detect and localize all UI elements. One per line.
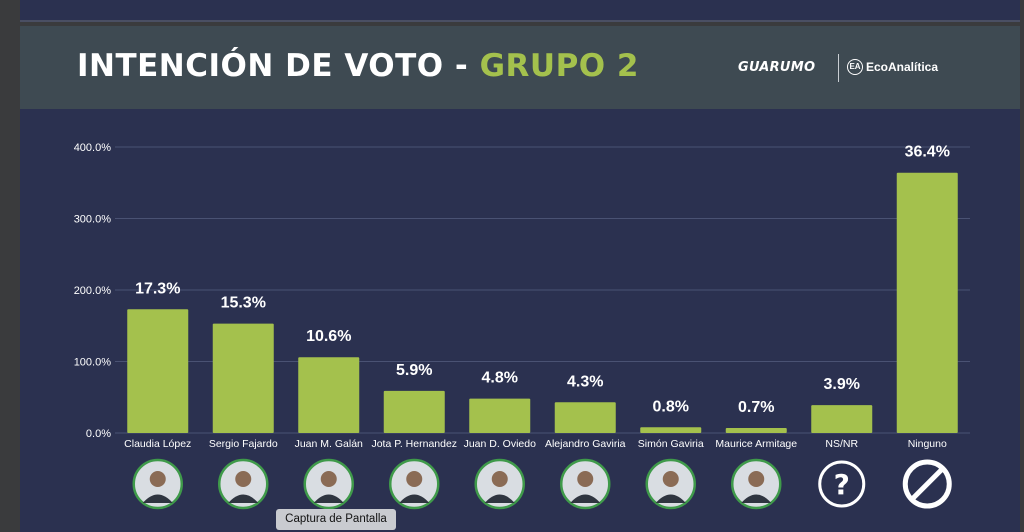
title-accent: GRUPO 2	[479, 48, 640, 84]
ecoanalitica-logo: EA EcoAnalítica	[847, 59, 938, 75]
candidate-photo-icon	[132, 458, 183, 510]
candidate-photo-icon	[218, 458, 269, 510]
candidate-photo-icon	[303, 458, 354, 510]
data-label: 0.8%	[653, 398, 689, 415]
window-edge	[1020, 0, 1024, 532]
avatar-head	[149, 471, 166, 487]
data-label: 5.9%	[396, 362, 432, 379]
avatar-head	[406, 471, 423, 487]
avatar-body	[228, 494, 259, 503]
avatar-body	[484, 494, 515, 503]
data-label: 4.3%	[567, 373, 603, 390]
no-symbol-ring	[902, 459, 952, 509]
avatar-body	[741, 494, 772, 503]
avatar-head	[662, 471, 679, 487]
data-label: 15.3%	[221, 295, 266, 312]
candidate-photo-icon	[645, 458, 696, 510]
chart-title: INTENCIÓN DE VOTO - GRUPO 2	[77, 48, 639, 84]
avatar-body	[313, 494, 344, 503]
question-glyph: ?	[834, 468, 850, 501]
bar	[469, 398, 531, 433]
avatar-body	[399, 494, 430, 503]
y-tick-label: 400.0%	[74, 142, 112, 154]
ecoanalitica-mark-icon: EA	[847, 59, 863, 75]
category-label: Juan D. Oviedo	[464, 438, 537, 450]
candidate-photo-icon	[560, 458, 611, 510]
avatar-head	[577, 471, 594, 487]
y-tick-label: 300.0%	[74, 214, 112, 226]
chart-card: INTENCIÓN DE VOTO - GRUPO 2 GUARUMO EA E…	[20, 26, 1020, 532]
candidate-photo-icon	[389, 458, 440, 510]
chart-header: INTENCIÓN DE VOTO - GRUPO 2 GUARUMO EA E…	[20, 26, 1020, 109]
avatar-body	[142, 494, 173, 503]
data-label: 10.6%	[306, 328, 351, 345]
bar	[383, 390, 445, 433]
data-label: 3.9%	[824, 376, 860, 393]
avatar-body	[655, 494, 686, 503]
logo-divider	[838, 54, 839, 82]
avatar-head	[491, 471, 508, 487]
bar	[298, 357, 360, 433]
data-label: 36.4%	[905, 144, 950, 161]
no-symbol-icon	[902, 459, 952, 509]
avatar-head	[235, 471, 252, 487]
y-tick-label: 100.0%	[74, 357, 112, 369]
avatar-head	[748, 471, 765, 487]
question-mark-icon: ?	[818, 460, 866, 508]
title-main: INTENCIÓN DE VOTO -	[77, 48, 480, 84]
data-label: 4.8%	[482, 370, 518, 387]
bar	[811, 405, 873, 433]
category-label: Sergio Fajardo	[209, 438, 278, 450]
bar	[896, 172, 958, 434]
screenshot-tooltip: Captura de Pantalla	[276, 509, 396, 530]
guarumo-logo: GUARUMO	[738, 60, 816, 75]
data-label: 0.7%	[738, 399, 774, 416]
category-label: Simón Gaviria	[638, 438, 704, 450]
candidate-photo-icon	[731, 458, 782, 510]
category-label: Claudia López	[124, 438, 191, 450]
candidate-photo-icon	[474, 458, 525, 510]
no-symbol-slash	[911, 468, 944, 500]
ecoanalitica-label: EcoAnalítica	[866, 60, 939, 74]
category-label: Jota P. Hernandez	[371, 438, 457, 450]
data-label: 17.3%	[135, 280, 180, 297]
y-tick-label: 200.0%	[74, 285, 112, 297]
bar	[212, 323, 274, 433]
category-label: Maurice Armitage	[715, 438, 797, 450]
avatar-head	[320, 471, 337, 487]
category-label: Alejandro Gaviria	[545, 438, 626, 450]
category-label: Ninguno	[908, 438, 947, 450]
y-tick-label: 0.0%	[86, 428, 111, 440]
bar	[640, 427, 702, 433]
question-ring	[818, 460, 866, 508]
category-label: NS/NR	[825, 438, 858, 450]
bar	[554, 402, 616, 433]
avatar-body	[570, 494, 601, 503]
bar	[127, 309, 189, 433]
category-label: Juan M. Galán	[295, 438, 363, 450]
bar	[725, 427, 787, 433]
bar-chart: 0.0% 100.0% 200.0% 300.0% 400.0% 17.3% Claudia…	[74, 142, 970, 510]
top-strip	[20, 0, 1020, 22]
